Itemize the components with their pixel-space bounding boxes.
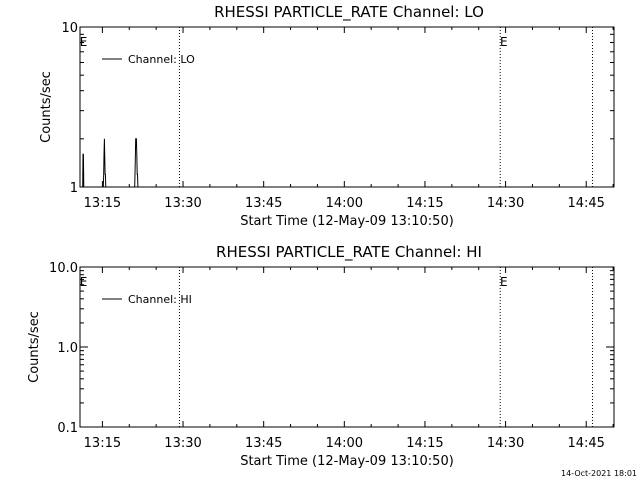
y-tick-label: 10 [61, 21, 78, 36]
x-tick-label: 14:15 [406, 196, 443, 211]
y-tick-label: 1.0 [57, 341, 78, 356]
x-tick-label: 13:30 [164, 196, 201, 211]
legend-label: Channel: HI [128, 293, 192, 306]
x-tick-label: 13:30 [164, 436, 201, 451]
x-tick-label: 14:45 [567, 196, 604, 211]
chart-title: RHESSI PARTICLE_RATE Channel: LO [214, 3, 484, 22]
plot-frame [79, 266, 615, 428]
chart-title: RHESSI PARTICLE_RATE Channel: HI [216, 243, 482, 262]
event-marker: E [80, 275, 88, 289]
x-tick-label: 14:45 [567, 436, 604, 451]
y-tick-label: 1 [70, 181, 78, 196]
x-tick-label: 14:30 [487, 196, 524, 211]
panel-lo: RHESSI PARTICLE_RATE Channel: LO Counts/… [39, 3, 615, 229]
x-tick-label: 13:15 [84, 436, 121, 451]
footer-timestamp: 14-Oct-2021 18:01 [561, 469, 637, 478]
plot-frame [79, 26, 615, 188]
y-tick-label: 10.0 [49, 261, 78, 276]
x-tick-label: 14:15 [406, 436, 443, 451]
x-tick-label: 13:45 [245, 196, 282, 211]
x-tick-label: 13:45 [245, 436, 282, 451]
event-marker: E [500, 35, 508, 49]
x-axis-label: Start Time (12-May-09 13:10:50) [240, 214, 454, 229]
x-tick-label: 14:00 [326, 196, 363, 211]
x-axis-label: Start Time (12-May-09 13:10:50) [240, 454, 454, 469]
y-axis-label: Counts/sec [39, 71, 54, 143]
x-tick-label: 13:15 [84, 196, 121, 211]
y-axis-label: Counts/sec [27, 311, 42, 383]
event-marker: E [500, 275, 508, 289]
event-marker: E [80, 35, 88, 49]
x-tick-label: 14:30 [487, 436, 524, 451]
legend-label: Channel: LO [128, 53, 195, 66]
series-line [81, 138, 139, 188]
panel-hi: RHESSI PARTICLE_RATE Channel: HI Counts/… [27, 243, 615, 469]
x-tick-label: 14:00 [326, 436, 363, 451]
y-tick-label: 0.1 [57, 421, 78, 436]
